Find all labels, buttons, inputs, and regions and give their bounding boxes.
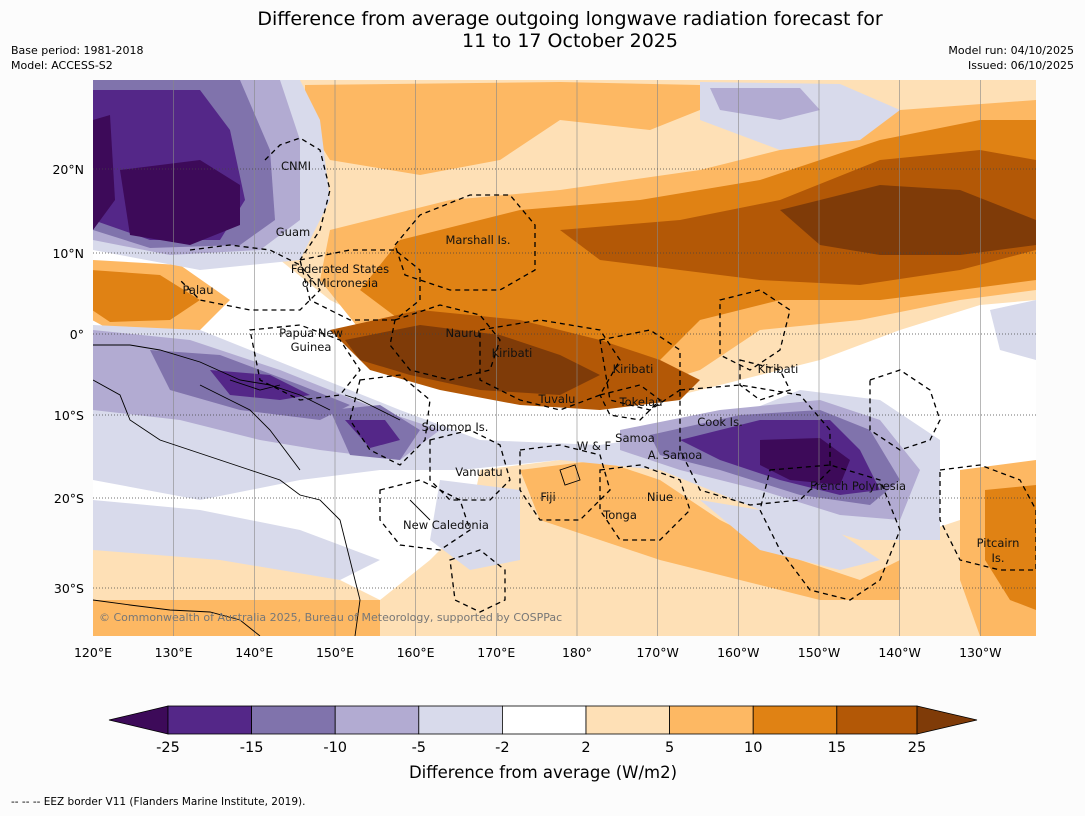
title-line-1: Difference from average outgoing longwav… (257, 8, 883, 30)
colorbar-tick: -2 (495, 740, 509, 756)
lon-label: 130°W (959, 645, 1001, 660)
colorbar-label: Difference from average (W/m2) (409, 763, 677, 782)
label-vanuatu: Vanuatu (455, 465, 502, 479)
label-fiji: Fiji (540, 490, 555, 504)
label-cnmi: CNMI (281, 159, 311, 173)
colorbar-tick: 15 (828, 740, 846, 756)
lon-label: 160°E (397, 645, 435, 660)
label-wallis-futuna: W & F (577, 439, 611, 453)
issued-date: Issued: 06/10/2025 (967, 59, 1074, 72)
lon-label: 130°E (155, 645, 193, 660)
colorbar-swatch (669, 705, 754, 735)
colorbar-tick: 2 (581, 740, 590, 756)
longitude-labels: 120°E 130°E 140°E 150°E 160°E 170°E 180°… (74, 645, 1002, 660)
colorbar-swatch (251, 705, 336, 735)
colorbar-tick: 10 (744, 740, 762, 756)
label-palau: Palau (183, 283, 214, 297)
label-american-samoa: A. Samoa (648, 448, 703, 462)
label-marshall-islands: Marshall Is. (445, 233, 510, 247)
base-period: Base period: 1981-2018 (11, 44, 144, 57)
label-nauru: Nauru (446, 326, 481, 340)
label-tokelau: Tokelau (619, 395, 663, 409)
label-new-caledonia: New Caledonia (403, 518, 489, 532)
lon-label: 150°W (798, 645, 840, 660)
lat-label: 10°N (52, 246, 84, 261)
colorbar-swatch (752, 705, 838, 735)
model-run: Model run: 04/10/2025 (948, 44, 1074, 57)
lon-label: 170°W (636, 645, 678, 660)
lat-label: 20°N (52, 162, 84, 177)
lon-label: 160°W (717, 645, 759, 660)
label-pitcairn-line2: Is. (991, 551, 1004, 565)
label-kiribati-west: Kiribati (492, 346, 533, 360)
colorbar-extend-low (108, 705, 169, 735)
copyright-notice: © Commonwealth of Australia 2025, Bureau… (99, 611, 562, 624)
label-cook-islands: Cook Is. (697, 415, 742, 429)
meta-right: Model run: 04/10/2025 Issued: 06/10/2025 (948, 43, 1074, 73)
label-png-line2: Guinea (291, 340, 332, 354)
anomaly-field (93, 80, 1036, 636)
label-kiribati-east: Kiribati (758, 362, 799, 376)
lon-label: 140°E (235, 645, 273, 660)
colorbar-swatch (418, 705, 503, 735)
colorbar-tick: 5 (665, 740, 674, 756)
label-pitcairn-line1: Pitcairn (977, 536, 1020, 550)
label-samoa: Samoa (615, 431, 655, 445)
model-name: Model: ACCESS-S2 (11, 59, 113, 72)
title-line-2: 11 to 17 October 2025 (462, 30, 678, 52)
label-niue: Niue (647, 490, 673, 504)
place-labels: CNMI Guam Marshall Is. Federated States … (183, 159, 1020, 565)
lat-label: 30°S (54, 581, 84, 596)
colorbar-tick: -15 (240, 740, 264, 756)
label-png-line1: Papua New (279, 326, 343, 340)
gridlines (173, 80, 981, 636)
colorbar-extend-high (916, 705, 978, 735)
colorbar-tick: -25 (156, 740, 180, 756)
colorbar-swatch (167, 705, 252, 735)
colorbar-swatch (836, 705, 918, 735)
colorbar-tick: 25 (908, 740, 926, 756)
label-tonga: Tonga (602, 508, 637, 522)
colorbar-swatch (501, 705, 587, 735)
eez-borders (179, 137, 1036, 613)
lon-label: 150°E (316, 645, 354, 660)
meta-left: Base period: 1981-2018 Model: ACCESS-S2 (11, 43, 143, 73)
colorbar: -25 -15 -10 -5 -2 2 5 10 15 25 Differenc… (108, 705, 978, 782)
lat-label: 10°S (54, 408, 84, 423)
lon-label: 120°E (74, 645, 112, 660)
eez-footnote: -- -- -- EEZ border V11 (Flanders Marine… (11, 796, 306, 808)
label-tuvalu: Tuvalu (538, 392, 576, 406)
label-fsm-line1: Federated States (291, 262, 389, 276)
latitude-labels: 20°N 10°N 0° 10°S 20°S 30°S (52, 162, 84, 596)
lon-label: 180° (562, 645, 592, 660)
lat-gridlines (93, 168, 1036, 589)
label-french-polynesia: French Polynesia (810, 479, 906, 493)
colorbar-tick: -10 (323, 740, 347, 756)
label-solomon-islands: Solomon Is. (422, 420, 489, 434)
colorbar-tick: -5 (412, 740, 426, 756)
colorbar-swatch (585, 705, 670, 735)
colorbar-swatch (334, 705, 420, 735)
coastlines (93, 344, 581, 636)
lat-label: 0° (70, 327, 84, 342)
chart-title: Difference from average outgoing longwav… (0, 8, 1085, 52)
label-kiribati-central: Kiribati (613, 362, 654, 376)
lat-label: 20°S (54, 491, 84, 506)
lon-label: 170°E (477, 645, 515, 660)
label-guam: Guam (276, 225, 310, 239)
label-fsm-line2: of Micronesia (302, 276, 378, 290)
lon-label: 140°W (878, 645, 920, 660)
